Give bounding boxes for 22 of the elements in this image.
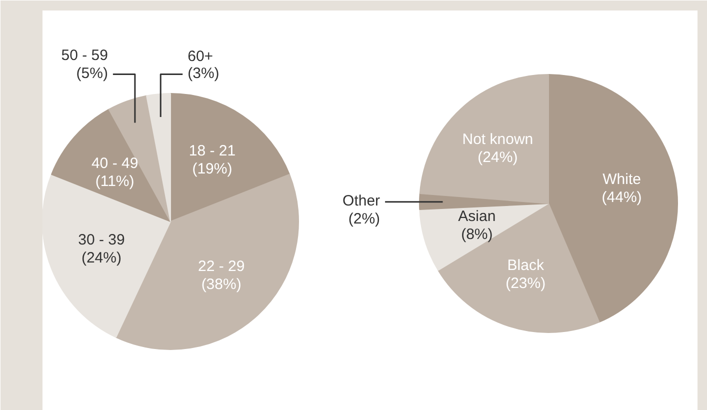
- data-label: (44%): [602, 188, 642, 206]
- data-label: (8%): [461, 226, 493, 243]
- data-label: (24%): [478, 149, 518, 166]
- slice-label: 50 - 59: [61, 46, 108, 64]
- data-label: (2%): [348, 210, 380, 228]
- slice-label: 30 - 39: [78, 231, 125, 248]
- data-label: (23%): [506, 275, 546, 292]
- data-label: (11%): [95, 172, 134, 190]
- slice-label: 60+: [188, 48, 214, 65]
- data-label: (3%): [188, 64, 220, 82]
- slice-label: Not known: [462, 131, 534, 148]
- data-label: (5%): [76, 64, 108, 82]
- data-label: (24%): [81, 249, 122, 266]
- slice-label: Asian: [458, 208, 496, 225]
- slice-label: 18 - 21: [188, 142, 236, 160]
- data-label: (19%): [192, 160, 232, 178]
- slice-label: Other: [342, 192, 380, 210]
- slice-label: 40 - 49: [91, 154, 138, 172]
- slice-label: White: [602, 170, 641, 188]
- slice-label: 22 - 29: [198, 258, 245, 276]
- data-label: (38%): [201, 276, 242, 294]
- slice-label: Black: [507, 257, 544, 274]
